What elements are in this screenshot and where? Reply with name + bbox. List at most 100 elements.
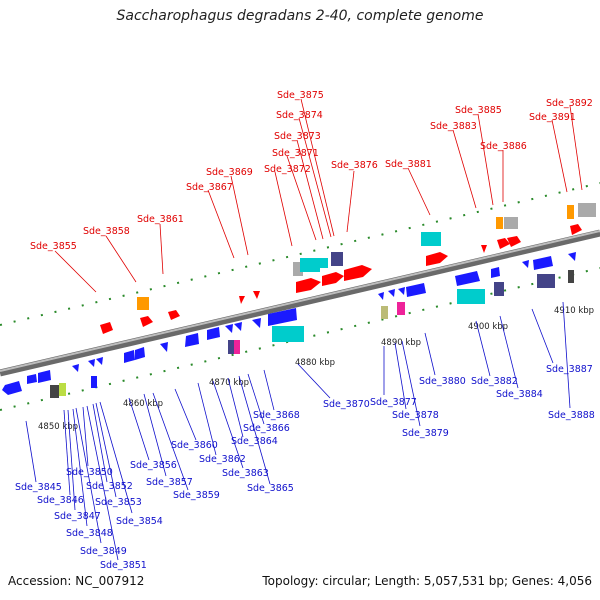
gene-other bbox=[537, 274, 555, 288]
gene-label: Sde_3856 bbox=[130, 460, 177, 471]
gene-reverse bbox=[2, 381, 22, 395]
gene-reverse bbox=[91, 376, 97, 388]
kbp-tick: 4900 kbp bbox=[468, 322, 508, 332]
gene-label: Sde_3873 bbox=[274, 131, 321, 142]
gene-label: Sde_3861 bbox=[137, 214, 184, 225]
kbp-tick: 4890 kbp bbox=[381, 338, 421, 348]
gene-label: Sde_3863 bbox=[222, 468, 269, 479]
gene-label: Sde_3880 bbox=[419, 376, 466, 387]
gene-label: Sde_3862 bbox=[199, 454, 246, 465]
gene-label: Sde_3855 bbox=[30, 241, 77, 252]
gene-other bbox=[494, 282, 504, 296]
gene-reverse bbox=[135, 347, 145, 360]
gene-label: Sde_3846 bbox=[37, 495, 84, 506]
gene-rna bbox=[320, 258, 328, 268]
gene-label: Sde_3887 bbox=[546, 364, 593, 375]
gene-label: Sde_3881 bbox=[385, 159, 432, 170]
gene-other bbox=[578, 203, 596, 217]
gene-forward bbox=[507, 236, 521, 247]
gene-label: Sde_3867 bbox=[186, 182, 233, 193]
kbp-tick: 4910 kbp bbox=[554, 306, 594, 316]
bottom-gene-labels: Sde_3845 Sde_3846 Sde_3847 Sde_3848 Sde_… bbox=[15, 364, 595, 571]
gene-forward bbox=[570, 224, 582, 235]
gene-label: Sde_3853 bbox=[95, 497, 142, 508]
kbp-tick: 4860 kbp bbox=[123, 399, 163, 409]
gene-other bbox=[331, 252, 343, 266]
gene-forward bbox=[239, 296, 245, 304]
gene-other bbox=[137, 297, 149, 310]
kbp-tick: 4880 kbp bbox=[295, 358, 335, 368]
gene-forward bbox=[481, 245, 487, 253]
gene-label: Sde_3865 bbox=[247, 483, 294, 494]
gene-reverse bbox=[568, 252, 576, 261]
gene-label: Sde_3858 bbox=[83, 226, 130, 237]
gene-reverse bbox=[185, 333, 199, 347]
gene-label: Sde_3847 bbox=[54, 511, 101, 522]
gene-other bbox=[496, 217, 503, 229]
gene-label: Sde_3869 bbox=[206, 167, 253, 178]
genome-title: Saccharophagus degradans 2-40, complete … bbox=[116, 8, 484, 24]
gene-rna bbox=[300, 258, 320, 272]
gene-label: Sde_3864 bbox=[231, 436, 278, 447]
gene-other bbox=[234, 340, 240, 354]
gene-reverse bbox=[455, 271, 480, 286]
gene-reverse bbox=[406, 283, 426, 297]
gene-label: Sde_3866 bbox=[243, 423, 290, 434]
gene-label: Sde_3860 bbox=[171, 440, 218, 451]
gene-label: Sde_3883 bbox=[430, 121, 477, 132]
gene-forward bbox=[426, 252, 448, 266]
gene-reverse bbox=[88, 359, 95, 367]
gene-label: Sde_3868 bbox=[253, 410, 300, 421]
gene-reverse bbox=[252, 318, 261, 328]
kbp-ticks: 4850 kbp 4860 kbp 4870 kbp 4880 kbp 4890… bbox=[38, 306, 594, 432]
gene-other bbox=[397, 302, 405, 315]
gene-other bbox=[59, 383, 66, 396]
gene-other bbox=[293, 262, 303, 276]
gene-rna bbox=[272, 326, 304, 342]
gene-reverse bbox=[96, 357, 103, 365]
gene-forward bbox=[100, 322, 113, 334]
gene-label: Sde_3892 bbox=[546, 98, 593, 109]
gene-reverse bbox=[268, 308, 297, 326]
gene-label: Sde_3875 bbox=[277, 90, 324, 101]
gene-other bbox=[568, 270, 574, 283]
gene-label: Sde_3888 bbox=[548, 410, 595, 421]
gene-reverse bbox=[491, 267, 500, 278]
gene-reverse bbox=[27, 374, 37, 384]
gene-label: Sde_3876 bbox=[331, 160, 378, 171]
gene-label: Sde_3874 bbox=[276, 110, 323, 121]
gene-rna bbox=[421, 232, 441, 246]
gene-label: Sde_3891 bbox=[529, 112, 576, 123]
gene-other bbox=[504, 217, 518, 229]
gene-reverse bbox=[522, 260, 529, 268]
gene-forward bbox=[497, 238, 510, 249]
gene-rna bbox=[457, 289, 485, 304]
gene-other bbox=[567, 205, 574, 219]
accession-text: Accession: NC_007912 bbox=[8, 574, 145, 588]
gene-label: Sde_3859 bbox=[173, 490, 220, 501]
gene-label: Sde_3882 bbox=[471, 376, 518, 387]
gene-reverse bbox=[225, 324, 233, 333]
gene-forward bbox=[322, 272, 344, 286]
gene-other bbox=[50, 385, 59, 398]
gene-reverse bbox=[207, 327, 220, 340]
gene-label: Sde_3886 bbox=[480, 141, 527, 152]
gene-label: Sde_3849 bbox=[80, 546, 127, 557]
gene-label: Sde_3852 bbox=[86, 481, 133, 492]
top-gene-labels: Sde_3855 Sde_3858 Sde_3861 Sde_3867 Sde_… bbox=[30, 90, 593, 252]
gene-reverse bbox=[38, 370, 51, 383]
gene-reverse bbox=[234, 322, 242, 331]
gene-label: Sde_3885 bbox=[455, 105, 502, 116]
gene-reverse bbox=[160, 342, 168, 352]
topology-text: Topology: circular; Length: 5,057,531 bp… bbox=[262, 574, 592, 588]
leader-lines-bottom bbox=[25, 301, 571, 561]
gene-label: Sde_3857 bbox=[146, 477, 193, 488]
gene-forward bbox=[344, 265, 372, 281]
gene-label: Sde_3879 bbox=[402, 428, 449, 439]
genome-axis bbox=[0, 229, 600, 377]
gene-label: Sde_3870 bbox=[323, 399, 370, 410]
gene-reverse bbox=[398, 287, 405, 295]
gene-label: Sde_3850 bbox=[66, 467, 113, 478]
gene-label: Sde_3854 bbox=[116, 516, 163, 527]
